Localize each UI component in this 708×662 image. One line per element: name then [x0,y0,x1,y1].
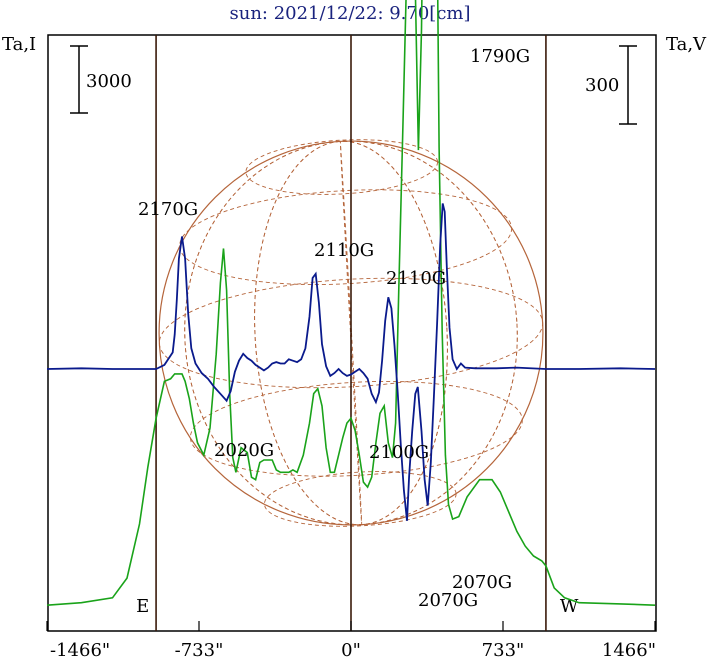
right-axis-label: Ta,V [666,34,707,55]
latitude-line [189,380,523,477]
x-tick-label: 0" [341,640,361,661]
x-axis-ticks: -1466" -733" 0" 733" 1466" [46,621,656,661]
annotation-2110g-right: 2110G [386,268,446,289]
right-scale-bar-label: 300 [585,75,619,96]
x-tick-label: -1466" [50,640,110,661]
left-axis-label: Ta,I [2,34,36,55]
longitude-line [184,140,518,526]
right-scale-bar: 300 [585,45,637,125]
x-tick-label: 1466" [602,640,656,661]
latitude-line [264,471,457,527]
plot-frame [47,34,657,632]
series-line-i [46,203,656,521]
annotation-2070g-lower: 2070G [418,590,478,611]
series-line-v [46,0,656,606]
x-tick-label: -733" [175,640,224,661]
annotation-2070g-upper: 2070G [452,572,512,593]
x-tick-label: 733" [482,640,525,661]
annotation-2170g: 2170G [138,199,198,220]
chart-title: sun: 2021/12/22: 9.70[cm] [229,3,470,24]
annotation-2020g: 2020G [214,440,274,461]
annotation-2110g-center: 2110G [314,240,374,261]
latitude-line [245,139,438,195]
annotation-1790g: 1790G [470,46,530,67]
annotations: 2170G 2110G 2110G 1790G 2020G 2100G 2070… [138,46,530,611]
left-scale-bar: 3000 [70,45,132,114]
limb-label: E [136,596,149,617]
left-scale-bar-label: 3000 [86,71,132,92]
annotation-2100g: 2100G [369,442,429,463]
equator-line [158,277,544,389]
